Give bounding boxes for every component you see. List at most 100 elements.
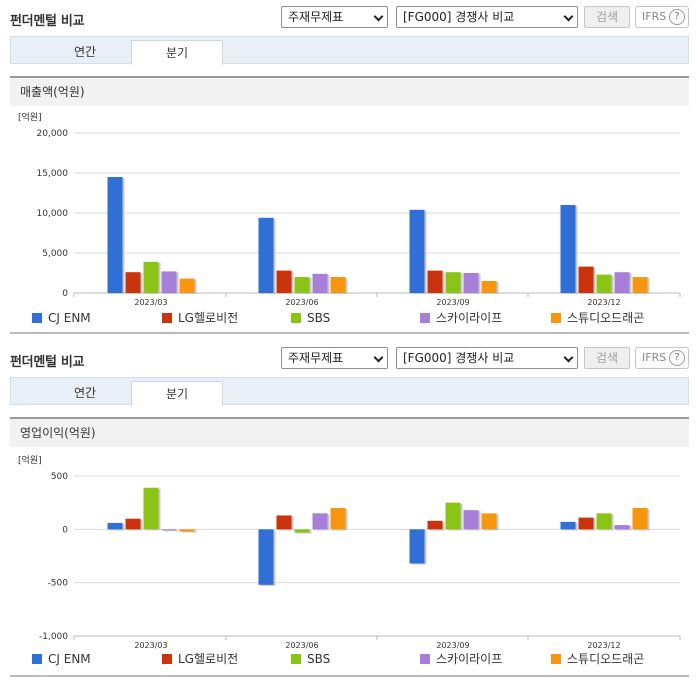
legend-item[interactable]: 스카이라이프: [420, 309, 502, 327]
x-tick-label: 2023/12: [587, 641, 620, 649]
legend-swatch: [291, 313, 301, 323]
tab-quarter[interactable]: 분기: [131, 40, 223, 65]
ifrs-button[interactable]: IFRS ?: [635, 6, 689, 28]
bar: [614, 272, 630, 293]
bar: [294, 529, 310, 533]
y-tick-label: 10,000: [37, 209, 69, 219]
bar: [463, 510, 479, 530]
help-icon[interactable]: ?: [669, 350, 685, 366]
y-tick-label: 0: [62, 525, 68, 535]
section-title: 펀더멘털 비교: [10, 355, 85, 370]
legend-item[interactable]: 스튜디오드래곤: [551, 650, 644, 668]
tab-quarter[interactable]: 분기: [131, 381, 223, 406]
chevron-down-icon: [563, 352, 574, 363]
legend-label: 스튜디오드래곤: [567, 311, 645, 325]
bar: [560, 205, 576, 293]
bar: [161, 529, 177, 531]
bar: [445, 502, 461, 530]
bar: [107, 522, 123, 530]
y-tick-label: -500: [48, 579, 69, 589]
x-tick-label: 2023/06: [285, 641, 318, 649]
bar: [463, 273, 479, 293]
bar: [143, 261, 159, 293]
bar: [179, 278, 195, 293]
x-tick-label: 2023/12: [587, 298, 620, 306]
period-tabs: 연간 분기: [10, 36, 689, 65]
legend-item[interactable]: CJ ENM: [32, 309, 91, 327]
search-button[interactable]: 검색: [584, 347, 630, 369]
bar: [409, 209, 425, 293]
ifrs-label: IFRS: [642, 351, 667, 364]
bar: [596, 513, 612, 530]
y-tick-label: 0: [62, 289, 68, 299]
help-icon[interactable]: ?: [669, 9, 685, 25]
competitor-group-select-value: [FG000] 경쟁사 비교: [403, 351, 515, 365]
bar: [276, 515, 292, 530]
legend-label: LG헬로비전: [178, 652, 239, 666]
legend-label: SBS: [307, 311, 331, 325]
period-tabs: 연간 분기: [10, 377, 689, 406]
bar: [578, 517, 594, 530]
legend-swatch: [551, 313, 561, 323]
x-tick-label: 2023/06: [285, 298, 318, 306]
bar: [560, 521, 576, 530]
search-button[interactable]: 검색: [584, 6, 630, 28]
bar: [143, 487, 159, 530]
chart-title: 영업이익(억원): [10, 419, 689, 447]
revenue-bar-chart: [억원] 0 5,000 10,000 15,000 20,000 2023/03 2023/…: [18, 111, 681, 306]
legend-item[interactable]: 스카이라이프: [420, 650, 502, 668]
chart-legend: CJ ENM LG헬로비전 SBS 스카이라이프 스튜디오드래곤: [10, 309, 689, 327]
y-tick-label: -1,000: [39, 632, 68, 642]
bar: [312, 513, 328, 530]
competitor-group-select-value: [FG000] 경쟁사 비교: [403, 10, 515, 24]
competitor-group-select[interactable]: [FG000] 경쟁사 비교: [396, 6, 578, 28]
bar: [330, 508, 346, 530]
financial-statement-select-value: 주재무제표: [288, 351, 344, 365]
bar: [596, 274, 612, 293]
chevron-down-icon: [373, 11, 384, 22]
competitor-group-select[interactable]: [FG000] 경쟁사 비교: [396, 347, 578, 369]
legend-swatch: [162, 654, 172, 664]
y-axis-unit-label: [억원]: [18, 454, 42, 466]
legend-swatch: [32, 654, 42, 664]
tab-annual[interactable]: 연간: [73, 386, 97, 400]
bar: [427, 270, 443, 293]
bar: [409, 529, 425, 564]
chart-title: 매출액(억원): [10, 78, 689, 106]
y-axis-unit-label: [억원]: [18, 111, 42, 123]
y-tick-label: 5,000: [42, 249, 68, 259]
bar: [614, 525, 630, 530]
chart-legend: CJ ENM LG헬로비전 SBS 스카이라이프 스튜디오드래곤: [10, 650, 689, 668]
bar: [179, 529, 195, 532]
divider: [10, 675, 689, 677]
x-tick-label: 2023/03: [134, 298, 167, 306]
y-tick-label: 15,000: [37, 169, 69, 179]
ifrs-button[interactable]: IFRS ?: [635, 347, 689, 369]
legend-item[interactable]: LG헬로비전: [162, 650, 238, 668]
bar: [481, 513, 497, 530]
bar: [632, 277, 648, 293]
financial-statement-select[interactable]: 주재무제표: [281, 6, 388, 28]
legend-swatch: [420, 313, 430, 323]
bar: [578, 266, 594, 293]
financial-statement-select[interactable]: 주재무제표: [281, 347, 388, 369]
legend-item[interactable]: SBS: [291, 650, 330, 668]
legend-item[interactable]: CJ ENM: [32, 650, 91, 668]
fundamental-compare-section-revenue: 펀더멘털 비교 주재무제표 [FG000] 경쟁사 비교 검색 IFRS ? 연…: [0, 0, 696, 338]
tab-annual[interactable]: 연간: [73, 45, 97, 59]
bar: [481, 281, 497, 293]
legend-label: CJ ENM: [48, 311, 91, 325]
bar: [427, 520, 443, 530]
legend-swatch: [551, 654, 561, 664]
chevron-down-icon: [373, 352, 384, 363]
legend-label: 스카이라이프: [436, 311, 503, 325]
operating-profit-bar-chart: [억원] -1,000 -500 0 500 2023/03 2023/06 2023/09 2…: [18, 454, 681, 649]
bar: [632, 508, 648, 530]
legend-item[interactable]: SBS: [291, 309, 330, 327]
legend-item[interactable]: 스튜디오드래곤: [551, 309, 644, 327]
legend-item[interactable]: LG헬로비전: [162, 309, 238, 327]
bar: [125, 518, 141, 530]
legend-label: CJ ENM: [48, 652, 91, 666]
legend-swatch: [32, 313, 42, 323]
bar: [258, 217, 274, 293]
